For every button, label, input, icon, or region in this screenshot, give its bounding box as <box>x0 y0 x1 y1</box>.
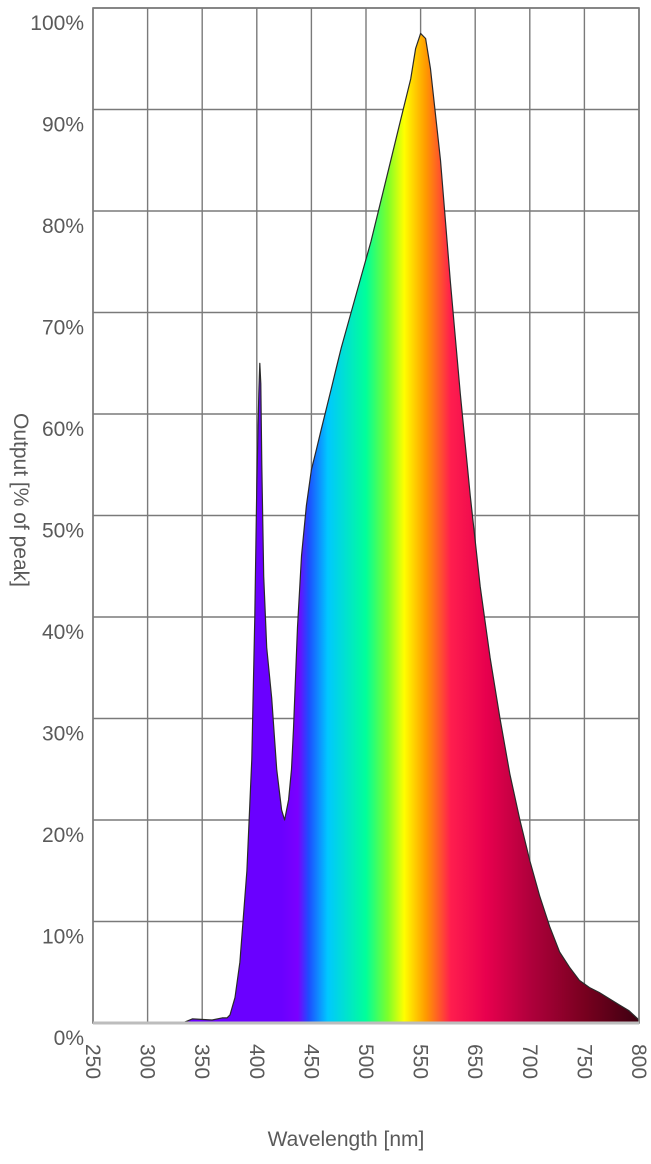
x-tick-label: 500 <box>354 1044 377 1079</box>
x-tick-label: 800 <box>627 1044 650 1079</box>
x-tick-label: 650 <box>463 1044 486 1079</box>
y-tick-label: 40% <box>42 621 84 644</box>
y-tick-label: 50% <box>42 520 84 543</box>
y-axis-ticks: 0% 10% 20% 30% 40% 50% 60% 70% 80% 90% 100% <box>30 12 84 1050</box>
x-tick-label: 350 <box>190 1044 213 1079</box>
x-tick-label: 750 <box>572 1044 595 1079</box>
y-tick-label: 70% <box>42 317 84 340</box>
x-tick-label: 250 <box>81 1044 104 1079</box>
x-axis-label: Wavelength [nm] <box>268 1128 425 1151</box>
y-tick-label: 90% <box>42 114 84 137</box>
spectrum-area-layer <box>93 32 640 1024</box>
spectrum-area <box>93 33 639 1023</box>
y-tick-label: 10% <box>42 926 84 949</box>
y-tick-label: 30% <box>42 723 84 746</box>
x-tick-label: 300 <box>136 1044 159 1079</box>
y-tick-label: 80% <box>42 215 84 238</box>
spectrum-outline <box>93 32 640 1024</box>
y-tick-label: 60% <box>42 418 84 441</box>
x-tick-label: 700 <box>518 1044 541 1079</box>
x-tick-label: 550 <box>409 1044 432 1079</box>
y-tick-label: 20% <box>42 824 84 847</box>
x-tick-label: 400 <box>245 1044 268 1079</box>
y-tick-label: 100% <box>30 12 84 35</box>
x-axis-ticks: 250 300 350 400 450 500 550 650 700 750 800 <box>81 1044 650 1079</box>
plot-frame <box>92 7 640 1025</box>
x-tick-label: 450 <box>299 1044 322 1079</box>
y-axis-label: Output [% of peak] <box>9 413 32 587</box>
y-tick-label: 0% <box>54 1027 84 1050</box>
